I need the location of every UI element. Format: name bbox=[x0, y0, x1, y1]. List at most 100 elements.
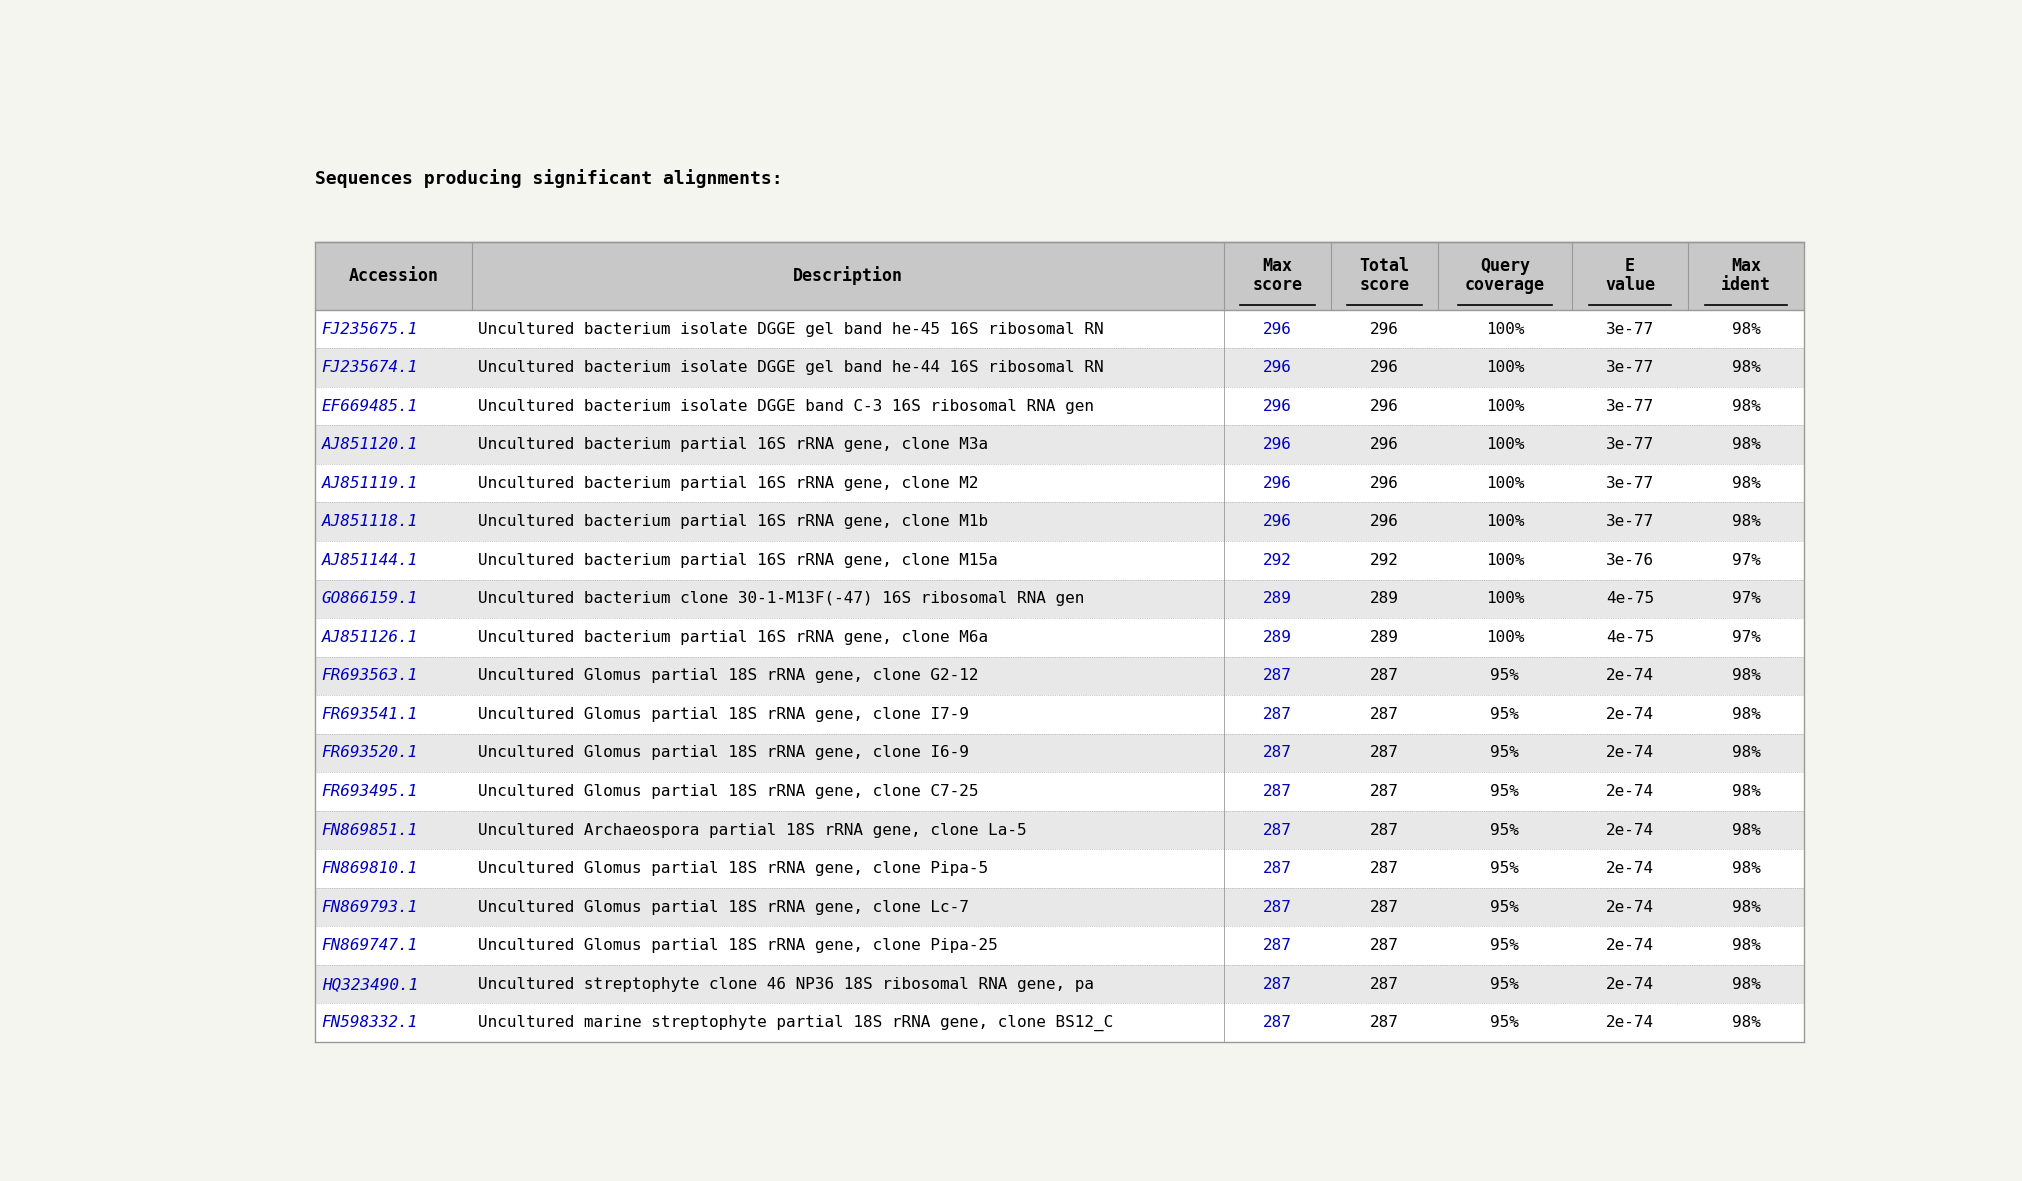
Text: 100%: 100% bbox=[1486, 437, 1525, 452]
Text: HQ323490.1: HQ323490.1 bbox=[321, 977, 419, 992]
FancyBboxPatch shape bbox=[315, 965, 1804, 1004]
Text: 95%: 95% bbox=[1490, 784, 1519, 800]
Text: 2e-74: 2e-74 bbox=[1605, 1016, 1654, 1030]
Text: 2e-74: 2e-74 bbox=[1605, 668, 1654, 684]
Text: 287: 287 bbox=[1369, 784, 1399, 800]
Text: 287: 287 bbox=[1369, 668, 1399, 684]
Text: 98%: 98% bbox=[1731, 822, 1761, 837]
Text: 100%: 100% bbox=[1486, 360, 1525, 376]
Text: AJ851119.1: AJ851119.1 bbox=[321, 476, 419, 490]
Text: Uncultured bacterium isolate DGGE gel band he-45 16S ribosomal RN: Uncultured bacterium isolate DGGE gel ba… bbox=[477, 321, 1104, 337]
FancyBboxPatch shape bbox=[315, 425, 1804, 464]
FancyBboxPatch shape bbox=[315, 811, 1804, 849]
Text: Uncultured bacterium isolate DGGE gel band he-44 16S ribosomal RN: Uncultured bacterium isolate DGGE gel ba… bbox=[477, 360, 1104, 376]
Text: 98%: 98% bbox=[1731, 437, 1761, 452]
Text: 97%: 97% bbox=[1731, 553, 1761, 568]
Text: 287: 287 bbox=[1262, 977, 1292, 992]
FancyBboxPatch shape bbox=[315, 1004, 1804, 1042]
Text: 287: 287 bbox=[1369, 977, 1399, 992]
Text: 287: 287 bbox=[1262, 938, 1292, 953]
Text: Uncultured marine streptophyte partial 18S rRNA gene, clone BS12_C: Uncultured marine streptophyte partial 1… bbox=[477, 1014, 1114, 1031]
Text: 287: 287 bbox=[1369, 900, 1399, 914]
Text: 287: 287 bbox=[1369, 822, 1399, 837]
Text: 287: 287 bbox=[1369, 861, 1399, 876]
Text: 296: 296 bbox=[1369, 437, 1399, 452]
Text: Uncultured Glomus partial 18S rRNA gene, clone Lc-7: Uncultured Glomus partial 18S rRNA gene,… bbox=[477, 900, 969, 914]
FancyBboxPatch shape bbox=[315, 657, 1804, 696]
Text: 100%: 100% bbox=[1486, 321, 1525, 337]
FancyBboxPatch shape bbox=[315, 849, 1804, 888]
Text: 95%: 95% bbox=[1490, 745, 1519, 761]
Text: GO866159.1: GO866159.1 bbox=[321, 592, 419, 606]
FancyBboxPatch shape bbox=[315, 309, 1804, 348]
Text: Uncultured Glomus partial 18S rRNA gene, clone I7-9: Uncultured Glomus partial 18S rRNA gene,… bbox=[477, 707, 969, 722]
Text: 3e-77: 3e-77 bbox=[1605, 514, 1654, 529]
Text: 296: 296 bbox=[1262, 321, 1292, 337]
Text: 2e-74: 2e-74 bbox=[1605, 822, 1654, 837]
Text: 4e-75: 4e-75 bbox=[1605, 592, 1654, 606]
Text: Uncultured streptophyte clone 46 NP36 18S ribosomal RNA gene, pa: Uncultured streptophyte clone 46 NP36 18… bbox=[477, 977, 1094, 992]
Text: 98%: 98% bbox=[1731, 745, 1761, 761]
Text: 3e-77: 3e-77 bbox=[1605, 399, 1654, 413]
Text: 95%: 95% bbox=[1490, 1016, 1519, 1030]
Text: 287: 287 bbox=[1262, 1016, 1292, 1030]
Text: E
value: E value bbox=[1605, 257, 1654, 294]
Text: 95%: 95% bbox=[1490, 822, 1519, 837]
Text: FJ235674.1: FJ235674.1 bbox=[321, 360, 419, 376]
Text: Uncultured Archaeospora partial 18S rRNA gene, clone La-5: Uncultured Archaeospora partial 18S rRNA… bbox=[477, 822, 1027, 837]
Text: 287: 287 bbox=[1262, 668, 1292, 684]
Text: 3e-77: 3e-77 bbox=[1605, 476, 1654, 490]
FancyBboxPatch shape bbox=[315, 387, 1804, 425]
Text: 95%: 95% bbox=[1490, 977, 1519, 992]
Text: 98%: 98% bbox=[1731, 399, 1761, 413]
Text: 98%: 98% bbox=[1731, 476, 1761, 490]
Text: Description: Description bbox=[793, 266, 902, 286]
Text: 292: 292 bbox=[1369, 553, 1399, 568]
Text: Uncultured Glomus partial 18S rRNA gene, clone C7-25: Uncultured Glomus partial 18S rRNA gene,… bbox=[477, 784, 979, 800]
Text: 100%: 100% bbox=[1486, 629, 1525, 645]
Text: FR693520.1: FR693520.1 bbox=[321, 745, 419, 761]
Text: FN598332.1: FN598332.1 bbox=[321, 1016, 419, 1030]
Text: Uncultured bacterium partial 16S rRNA gene, clone M15a: Uncultured bacterium partial 16S rRNA ge… bbox=[477, 553, 997, 568]
Text: 287: 287 bbox=[1262, 900, 1292, 914]
Text: 3e-77: 3e-77 bbox=[1605, 360, 1654, 376]
Text: 296: 296 bbox=[1369, 321, 1399, 337]
Text: Uncultured Glomus partial 18S rRNA gene, clone Pipa-5: Uncultured Glomus partial 18S rRNA gene,… bbox=[477, 861, 989, 876]
Text: Max
score: Max score bbox=[1252, 257, 1302, 294]
Text: Uncultured bacterium partial 16S rRNA gene, clone M6a: Uncultured bacterium partial 16S rRNA ge… bbox=[477, 629, 989, 645]
Text: 95%: 95% bbox=[1490, 707, 1519, 722]
Text: 289: 289 bbox=[1369, 592, 1399, 606]
Text: AJ851120.1: AJ851120.1 bbox=[321, 437, 419, 452]
Text: 95%: 95% bbox=[1490, 668, 1519, 684]
Text: 100%: 100% bbox=[1486, 399, 1525, 413]
Text: 98%: 98% bbox=[1731, 784, 1761, 800]
Text: 98%: 98% bbox=[1731, 707, 1761, 722]
Text: 296: 296 bbox=[1262, 437, 1292, 452]
Text: 287: 287 bbox=[1262, 784, 1292, 800]
Text: FR693495.1: FR693495.1 bbox=[321, 784, 419, 800]
Text: 296: 296 bbox=[1262, 399, 1292, 413]
Text: 100%: 100% bbox=[1486, 592, 1525, 606]
Text: FN869747.1: FN869747.1 bbox=[321, 938, 419, 953]
Text: 292: 292 bbox=[1262, 553, 1292, 568]
FancyBboxPatch shape bbox=[315, 926, 1804, 965]
Text: Uncultured Glomus partial 18S rRNA gene, clone Pipa-25: Uncultured Glomus partial 18S rRNA gene,… bbox=[477, 938, 997, 953]
Text: 289: 289 bbox=[1262, 592, 1292, 606]
FancyBboxPatch shape bbox=[315, 348, 1804, 387]
Text: 2e-74: 2e-74 bbox=[1605, 900, 1654, 914]
Text: 287: 287 bbox=[1262, 861, 1292, 876]
Text: 4e-75: 4e-75 bbox=[1605, 629, 1654, 645]
Text: 98%: 98% bbox=[1731, 360, 1761, 376]
FancyBboxPatch shape bbox=[315, 888, 1804, 926]
Text: 98%: 98% bbox=[1731, 938, 1761, 953]
Text: 289: 289 bbox=[1369, 629, 1399, 645]
Text: 97%: 97% bbox=[1731, 592, 1761, 606]
Text: 3e-77: 3e-77 bbox=[1605, 437, 1654, 452]
Text: Max
ident: Max ident bbox=[1721, 257, 1771, 294]
Text: 98%: 98% bbox=[1731, 977, 1761, 992]
Text: Uncultured bacterium partial 16S rRNA gene, clone M1b: Uncultured bacterium partial 16S rRNA ge… bbox=[477, 514, 989, 529]
FancyBboxPatch shape bbox=[315, 580, 1804, 618]
Text: 296: 296 bbox=[1262, 514, 1292, 529]
Text: 3e-77: 3e-77 bbox=[1605, 321, 1654, 337]
Text: Query
coverage: Query coverage bbox=[1464, 257, 1545, 294]
